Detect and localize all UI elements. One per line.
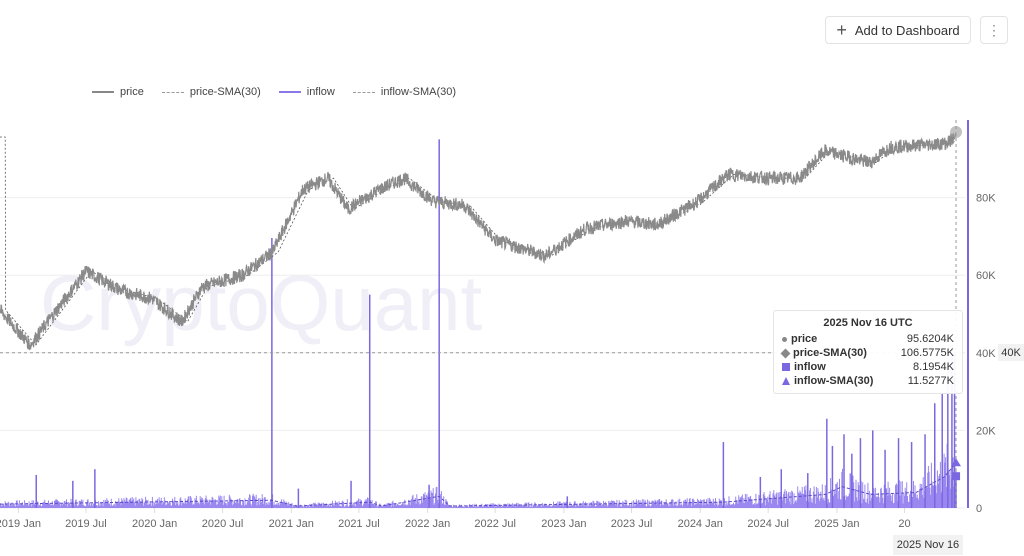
y-tick-label: 0	[976, 503, 982, 515]
legend-swatch	[161, 91, 184, 93]
crosshair-date-badge: 2025 Nov 16	[893, 535, 963, 555]
tooltip-row-inflow-sma: inflow-SMA(30) 11.5277K	[782, 374, 954, 388]
legend-label: price-SMA(30)	[189, 86, 261, 98]
tooltip-value: 95.6204K	[906, 333, 954, 345]
tooltip-row-inflow: inflow 8.1954K	[782, 360, 954, 374]
tooltip-label: inflow	[794, 361, 826, 373]
tooltip-label: price-SMA(30)	[793, 347, 867, 359]
x-tick-label: 20	[898, 518, 910, 530]
watermark-logo: CryptoQuant	[40, 259, 483, 347]
tooltip-value: 11.5277K	[907, 375, 954, 387]
legend-item-inflow-sma[interactable]: inflow-SMA(30)	[352, 86, 457, 98]
x-tick-label: 2025 Jan	[814, 518, 859, 530]
x-tick-label: 2023 Jan	[541, 518, 586, 530]
legend-swatch	[278, 91, 301, 93]
legend-label: inflow	[306, 86, 335, 98]
kebab-menu-icon: ⋮	[987, 21, 1001, 38]
tooltip-value: 8.1954K	[913, 361, 954, 373]
tooltip-label: price	[791, 333, 818, 345]
inflow-bars	[0, 443, 957, 508]
x-tick-label: 2019 Jan	[0, 518, 41, 530]
tooltip-value: 106.5775K	[900, 347, 954, 359]
x-tick-label: 2021 Jan	[269, 518, 314, 530]
more-options-button[interactable]: ⋮	[980, 16, 1008, 44]
price-line	[0, 132, 957, 351]
add-to-dashboard-label: Add to Dashboard	[854, 22, 960, 38]
legend-label: price	[120, 86, 144, 98]
y-tick-label: 20K	[976, 425, 996, 437]
x-tick-label: 2024 Jul	[747, 518, 789, 530]
tooltip-title: 2025 Nov 16 UTC	[823, 317, 913, 329]
square-marker-icon	[782, 363, 790, 371]
tooltip-label: inflow-SMA(30)	[794, 375, 874, 387]
x-tick-label: 2024 Jan	[678, 518, 723, 530]
x-tick-label: 2022 Jan	[405, 518, 450, 530]
tooltip-row-price-sma: price-SMA(30) 106.5775K	[780, 346, 954, 360]
inflow-sma-line	[0, 462, 957, 507]
x-tick-label: 2019 Jul	[65, 518, 107, 530]
x-tick-label: 2020 Jan	[132, 518, 177, 530]
y-tick-label: 40K	[976, 348, 996, 360]
y-tick-label: 80K	[976, 193, 996, 205]
crosshair-value-badge: 40K	[998, 344, 1024, 361]
tooltip: 2025 Nov 16 UTC price 95.6204K price-SMA(…	[773, 310, 963, 394]
legend-swatch	[92, 91, 114, 93]
x-tick-label: 2023 Jul	[611, 518, 653, 530]
y-tick-label: 60K	[976, 270, 996, 282]
x-tick-label: 2021 Jul	[338, 518, 380, 530]
tooltip-row-price: price 95.6204K	[782, 332, 954, 346]
legend-item-inflow[interactable]: inflow	[278, 86, 335, 98]
price-marker	[950, 125, 963, 138]
x-tick-label: 2020 Jul	[202, 518, 244, 530]
triangle-marker-icon	[782, 377, 790, 385]
circle-marker-icon	[782, 336, 787, 342]
plus-icon: +	[836, 20, 847, 40]
diamond-marker-icon	[780, 348, 791, 358]
legend-item-price[interactable]: price	[92, 86, 144, 98]
chart-legend: price price-SMA(30) inflow inflow-SMA(30…	[92, 86, 456, 98]
legend-item-price-sma[interactable]: price-SMA(30)	[161, 86, 261, 98]
legend-swatch	[352, 91, 375, 93]
add-to-dashboard-button[interactable]: + Add to Dashboard	[825, 16, 971, 44]
x-tick-label: 2022 Jul	[474, 518, 516, 530]
inflow-marker	[952, 472, 961, 481]
inflow-sma-marker	[951, 458, 962, 467]
legend-label: inflow-SMA(30)	[380, 86, 457, 98]
